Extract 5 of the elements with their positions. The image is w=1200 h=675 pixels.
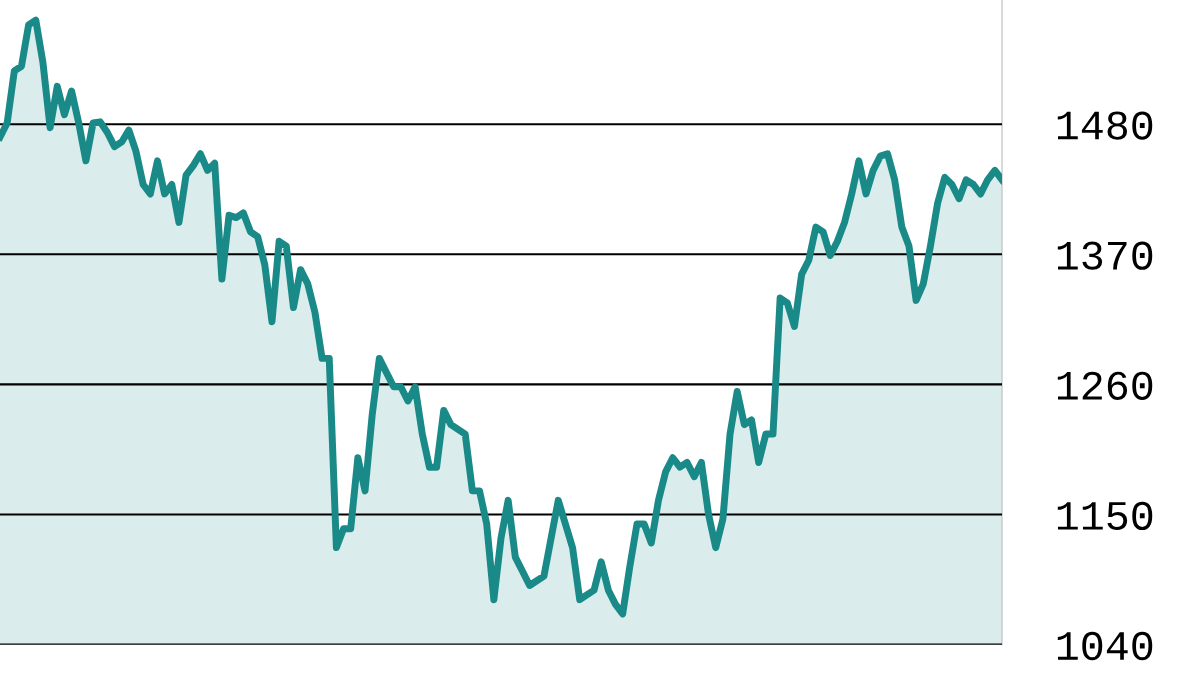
y-tick-label: 1040 <box>1057 631 1153 661</box>
y-tick-label: 1260 <box>1057 371 1153 400</box>
y-tick-label: 1370 <box>1057 241 1153 270</box>
y-tick-label: 1480 <box>1057 111 1153 140</box>
y-tick-label: 1150 <box>1057 501 1153 531</box>
